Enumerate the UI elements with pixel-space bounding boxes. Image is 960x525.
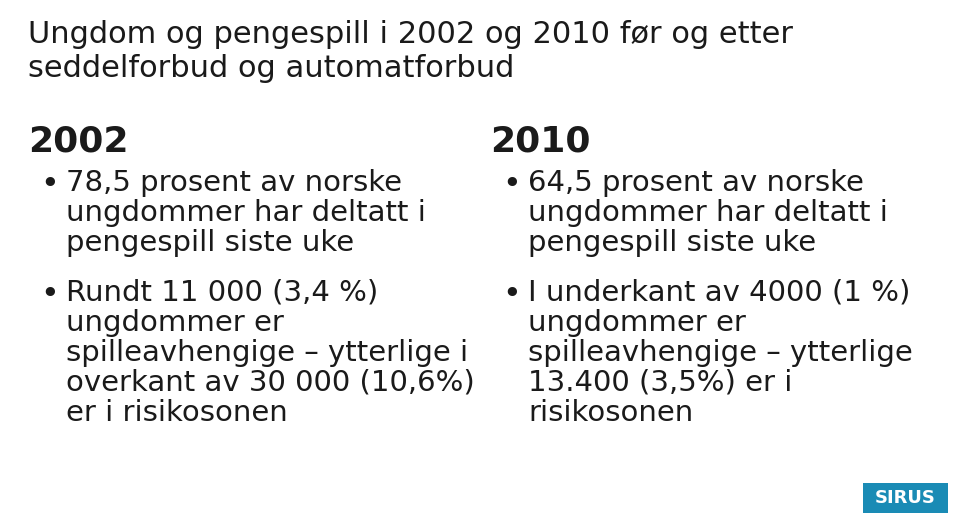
Text: pengespill siste uke: pengespill siste uke [66,229,354,257]
Text: •: • [502,279,520,310]
Text: ungdommer er: ungdommer er [66,309,284,337]
Text: Ungdom og pengespill i 2002 og 2010 før og etter: Ungdom og pengespill i 2002 og 2010 før … [28,20,803,49]
Text: ungdommer har deltatt i: ungdommer har deltatt i [528,199,888,227]
Text: 64,5 prosent av norske: 64,5 prosent av norske [528,169,864,197]
Text: seddelforbud og automatforbud: seddelforbud og automatforbud [28,54,515,83]
Text: 2002: 2002 [28,124,129,158]
Text: ungdommer er: ungdommer er [528,309,746,337]
Text: I underkant av 4000 (1 %): I underkant av 4000 (1 %) [528,279,910,307]
Text: 2010: 2010 [490,124,590,158]
Text: 13.400 (3,5%) er i: 13.400 (3,5%) er i [528,369,792,397]
Text: •: • [502,169,520,200]
Text: •: • [40,279,59,310]
Text: spilleavhengige – ytterlige: spilleavhengige – ytterlige [528,339,913,367]
Text: 78,5 prosent av norske: 78,5 prosent av norske [66,169,402,197]
Text: Rundt 11 000 (3,4 %): Rundt 11 000 (3,4 %) [66,279,378,307]
Text: er i risikosonen: er i risikosonen [66,399,288,427]
Text: SIRUS: SIRUS [876,489,936,507]
Text: overkant av 30 000 (10,6%): overkant av 30 000 (10,6%) [66,369,475,397]
Text: •: • [40,169,59,200]
FancyBboxPatch shape [863,483,948,513]
Text: ungdommer har deltatt i: ungdommer har deltatt i [66,199,426,227]
Text: spilleavhengige – ytterlige i: spilleavhengige – ytterlige i [66,339,468,367]
Text: risikosonen: risikosonen [528,399,693,427]
Text: pengespill siste uke: pengespill siste uke [528,229,816,257]
